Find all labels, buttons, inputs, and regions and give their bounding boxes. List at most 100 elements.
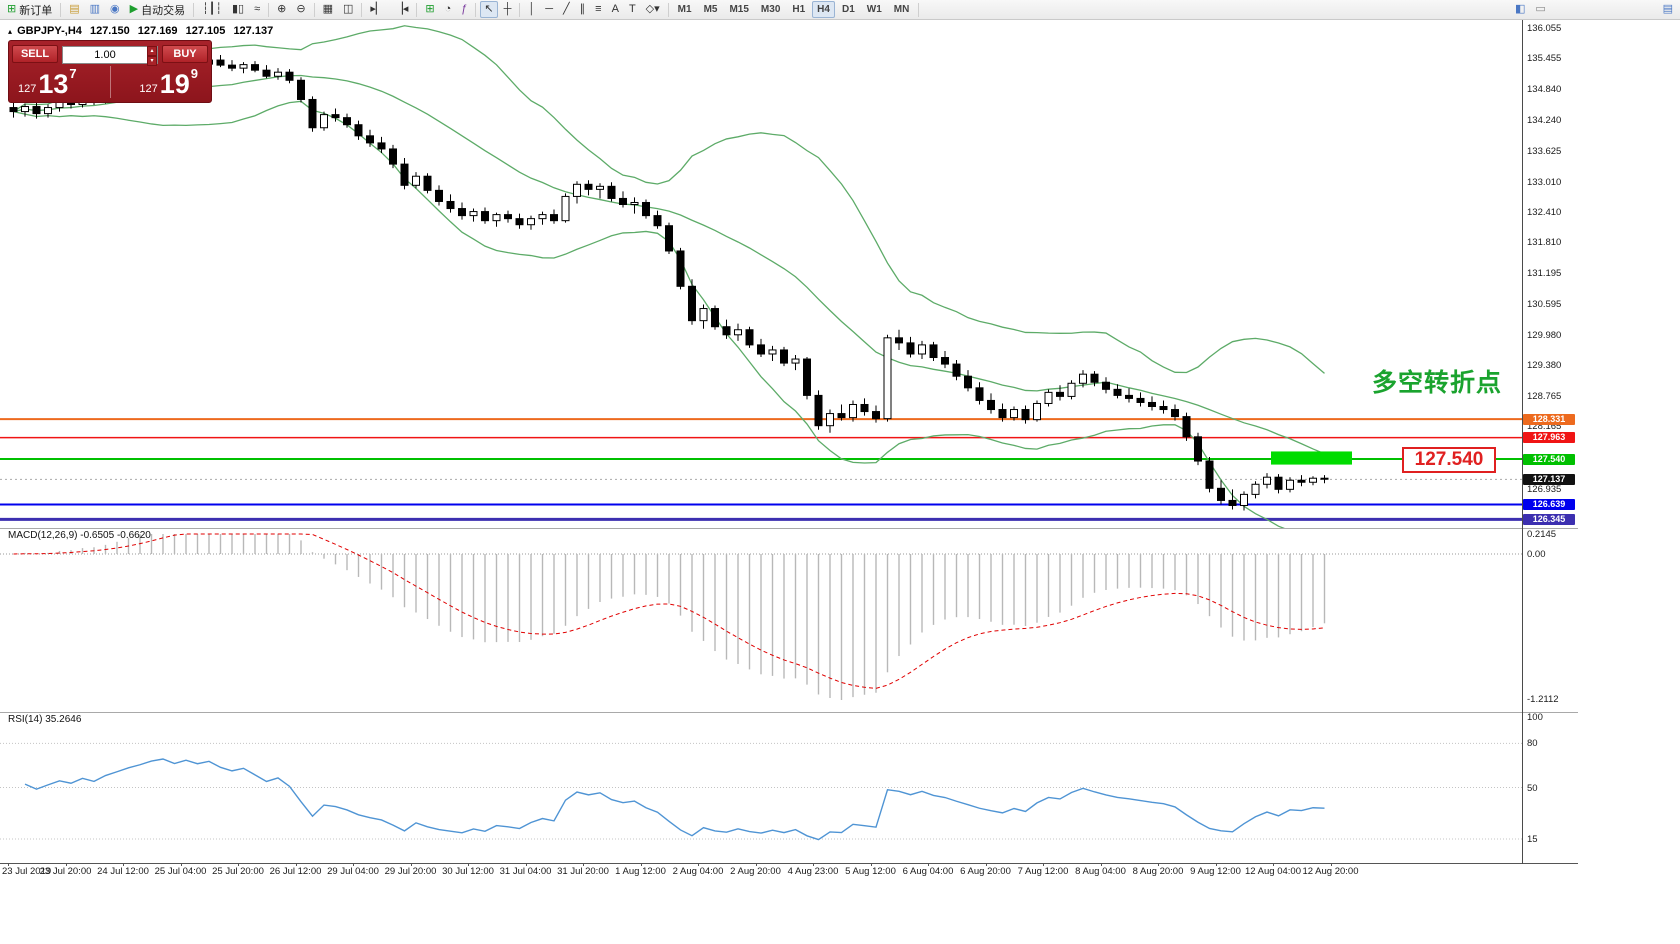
- time-axis-tick: [985, 863, 987, 866]
- timeframe-h4-button[interactable]: H4: [812, 1, 835, 18]
- shapes-button[interactable]: ◇▾: [642, 1, 664, 18]
- rsi-panel-separator[interactable]: [0, 712, 1578, 713]
- candle: [1217, 487, 1225, 501]
- line-chart-button[interactable]: ≈: [250, 1, 264, 18]
- period-clock-button[interactable]: ◔: [441, 1, 456, 18]
- label-icon: T: [628, 3, 636, 15]
- rsi-label: RSI(14) 35.2646: [8, 714, 82, 725]
- timeframe-w1-button[interactable]: W1: [862, 1, 887, 18]
- rsi-panel[interactable]: [0, 712, 1522, 863]
- rsi-scale-label: 50: [1527, 782, 1538, 794]
- zoom-out-icon: ⊖: [296, 3, 306, 15]
- time-axis-label: 31 Jul 04:00: [499, 866, 552, 877]
- candle: [550, 214, 558, 222]
- zoom-in-button[interactable]: ⊕: [273, 1, 290, 18]
- toolbar-separator: [313, 2, 315, 17]
- vertical-line-icon: │: [528, 3, 536, 15]
- time-axis-label: 6 Aug 04:00: [902, 866, 954, 877]
- lot-increase-button[interactable]: ▴: [147, 46, 157, 56]
- charts-button[interactable]: ▤: [65, 1, 83, 18]
- candle: [906, 342, 915, 355]
- time-axis-label: 23 Jul 2019: [2, 866, 52, 877]
- candle: [711, 308, 719, 328]
- trendline-button[interactable]: ╱: [559, 1, 574, 18]
- vertical-line-button[interactable]: │: [524, 1, 539, 18]
- auto-scroll-button[interactable]: ▸▏: [366, 1, 388, 18]
- fibonacci-button[interactable]: ≡: [591, 1, 605, 18]
- label-button[interactable]: T: [625, 1, 640, 18]
- candle: [1286, 479, 1294, 490]
- crosshair-button[interactable]: ┼: [500, 1, 516, 18]
- profiles-button[interactable]: ▥: [86, 1, 104, 18]
- chart-shift-button[interactable]: ▕◂: [390, 1, 412, 18]
- macd-panel[interactable]: [0, 528, 1522, 712]
- buy-price-pips: 19: [159, 69, 190, 99]
- sell-price-display[interactable]: 127 13 7: [12, 64, 105, 100]
- window-dock-button[interactable]: ◧: [1511, 1, 1529, 18]
- horizontal-line-button[interactable]: ─: [541, 1, 557, 18]
- cursor-button[interactable]: ↖: [480, 1, 498, 18]
- price-axis-label: 128.165: [1527, 421, 1562, 433]
- candle: [596, 185, 604, 190]
- price-axis-label: 131.810: [1527, 237, 1562, 249]
- time-axis-tick: [180, 863, 182, 866]
- pointer-mode-button[interactable]: ▭: [1531, 1, 1549, 18]
- cursor-icon: ↖: [484, 3, 494, 15]
- timeframe-mn-button[interactable]: MN: [889, 1, 915, 18]
- zoom-out-button[interactable]: ⊖: [292, 1, 309, 18]
- collapse-panel-icon[interactable]: ▴: [8, 27, 13, 36]
- candle: [1159, 406, 1168, 411]
- candle: [1228, 499, 1237, 506]
- cascade-windows-button[interactable]: ◫: [339, 1, 357, 18]
- window-list-button[interactable]: ▤: [1659, 1, 1677, 18]
- candle: [1263, 476, 1271, 485]
- price-line-tag: 127.540: [1523, 453, 1575, 465]
- time-axis-tick: [123, 863, 124, 866]
- channel-button[interactable]: ∥: [576, 1, 590, 18]
- text-button[interactable]: A: [608, 1, 623, 18]
- timeframe-d1-button[interactable]: D1: [837, 1, 860, 18]
- sell-button[interactable]: SELL: [12, 45, 58, 63]
- price-level-tag[interactable]: 127.540: [1402, 447, 1496, 473]
- lot-decrease-button[interactable]: ▾: [147, 56, 157, 66]
- tile-windows-button[interactable]: ▦: [319, 1, 337, 18]
- autotrade-button[interactable]: ▶ 自动交易: [126, 1, 189, 18]
- candle: [251, 64, 259, 71]
- time-axis-label: 2 Aug 04:00: [672, 866, 724, 877]
- price-chart[interactable]: [0, 20, 1522, 528]
- candle: [44, 107, 52, 115]
- candle: [573, 183, 581, 197]
- candle: [780, 349, 788, 364]
- bar-chart-button[interactable]: ┆┃┆: [198, 1, 226, 18]
- new-order-button[interactable]: ⊞ 新订单: [3, 1, 56, 18]
- timeframe-mn-label: MN: [893, 4, 910, 15]
- indicators-button[interactable]: ƒ: [457, 1, 471, 18]
- buy-price-display[interactable]: 127 19 9: [105, 64, 208, 100]
- candle: [1125, 394, 1133, 399]
- candle: [423, 175, 432, 191]
- timeframe-m1-button[interactable]: M1: [673, 1, 697, 18]
- highlight-rectangle[interactable]: [1271, 451, 1352, 465]
- candle: [32, 106, 41, 115]
- buy-button[interactable]: BUY: [162, 45, 208, 63]
- price-line-tag: 126.345: [1523, 513, 1575, 525]
- price-line-tag: 127.963: [1523, 432, 1575, 444]
- candle: [561, 195, 570, 222]
- timeframe-m5-button[interactable]: M5: [699, 1, 723, 18]
- macd-panel-separator[interactable]: [0, 528, 1578, 529]
- time-axis-label: 6 Aug 20:00: [960, 866, 1011, 877]
- macd-scale-min: -1.2112: [1527, 694, 1559, 705]
- lot-size-input[interactable]: [62, 46, 158, 64]
- timeframe-h1-button[interactable]: H1: [787, 1, 810, 18]
- signals-button[interactable]: ◉: [106, 1, 124, 18]
- timeframe-m15-button[interactable]: M15: [724, 1, 753, 18]
- price-axis-label: 130.595: [1527, 298, 1562, 310]
- time-axis-tick: [1043, 863, 1044, 866]
- time-axis-tick: [525, 863, 527, 866]
- new-chart-button[interactable]: ⊞: [421, 1, 438, 18]
- channel-icon: ∥: [579, 3, 586, 15]
- candlestick-chart-button[interactable]: ▮▯: [228, 1, 248, 18]
- indicators-icon: ƒ: [461, 3, 468, 15]
- charts-icon: ▤: [69, 3, 80, 15]
- timeframe-m30-button[interactable]: M30: [756, 1, 785, 18]
